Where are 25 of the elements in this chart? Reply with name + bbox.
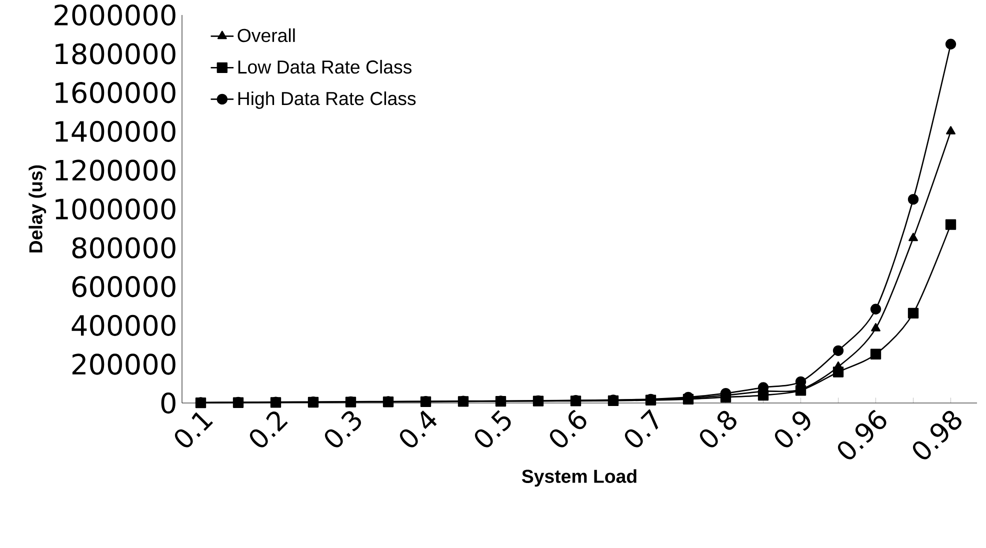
x-tick-label: 0.5 (474, 410, 511, 448)
y-tick-label: 1200000 (56, 160, 176, 181)
y-tick-label: 1400000 (56, 120, 176, 142)
y-tick-label: 400000 (72, 314, 176, 336)
y-tick-label: 600000 (72, 276, 176, 298)
x-tick-label: 0.2 (250, 411, 288, 448)
y-tick-label: 1800000 (56, 43, 176, 64)
y-tick-label: 2000000 (54, 4, 176, 26)
x-tick-label: 0.9 (774, 411, 810, 448)
y-tick-label: 0 (161, 392, 176, 414)
x-tick-label: 0.3 (324, 411, 362, 448)
x-tick-label: 0.8 (700, 410, 736, 448)
x-axis-title: System Load (522, 469, 636, 487)
x-tick-label: 0.6 (550, 410, 586, 448)
y-axis-title: Delay (us) (28, 165, 46, 252)
x-tick-label: 0.7 (624, 409, 658, 448)
y-tick-label: 200000 (72, 354, 176, 375)
y-tick-label: 1600000 (56, 82, 176, 104)
y-tick-label: 800000 (72, 237, 176, 258)
x-tick-label: 0.4 (400, 410, 437, 448)
legend-label: Low Data Rate Class (238, 60, 412, 74)
x-tick-label: 0.1 (174, 412, 214, 448)
legend-label: High Data Rate Class (238, 91, 416, 109)
legend-label: Overall (238, 28, 295, 42)
y-tick-label: 1000000 (56, 198, 176, 220)
